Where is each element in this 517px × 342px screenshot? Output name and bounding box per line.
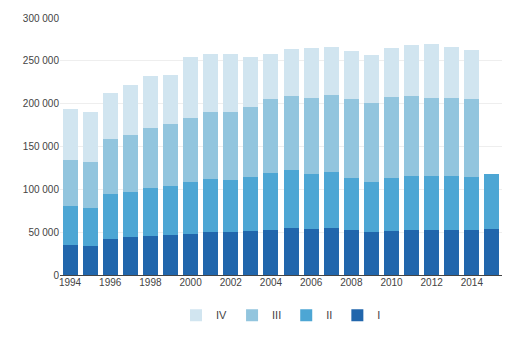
svg-text:2006: 2006 bbox=[300, 277, 323, 288]
svg-text:2004: 2004 bbox=[260, 277, 283, 288]
svg-text:2000: 2000 bbox=[179, 277, 202, 288]
svg-text:50 000: 50 000 bbox=[28, 227, 59, 238]
svg-text:2010: 2010 bbox=[380, 277, 403, 288]
svg-text:300 000: 300 000 bbox=[23, 13, 60, 24]
svg-text:1998: 1998 bbox=[139, 277, 162, 288]
svg-text:II: II bbox=[326, 309, 332, 321]
svg-text:IV: IV bbox=[216, 309, 227, 321]
svg-text:2002: 2002 bbox=[220, 277, 243, 288]
svg-text:I: I bbox=[377, 309, 380, 321]
svg-text:200 000: 200 000 bbox=[23, 98, 60, 109]
svg-text:2012: 2012 bbox=[421, 277, 444, 288]
svg-text:2008: 2008 bbox=[340, 277, 363, 288]
svg-text:1996: 1996 bbox=[99, 277, 122, 288]
svg-text:250 000: 250 000 bbox=[23, 55, 60, 66]
svg-text:100 000: 100 000 bbox=[23, 184, 60, 195]
svg-text:0: 0 bbox=[53, 270, 59, 281]
svg-text:III: III bbox=[272, 309, 281, 321]
svg-text:1994: 1994 bbox=[59, 277, 82, 288]
svg-text:2014: 2014 bbox=[461, 277, 484, 288]
svg-text:150 000: 150 000 bbox=[23, 141, 60, 152]
